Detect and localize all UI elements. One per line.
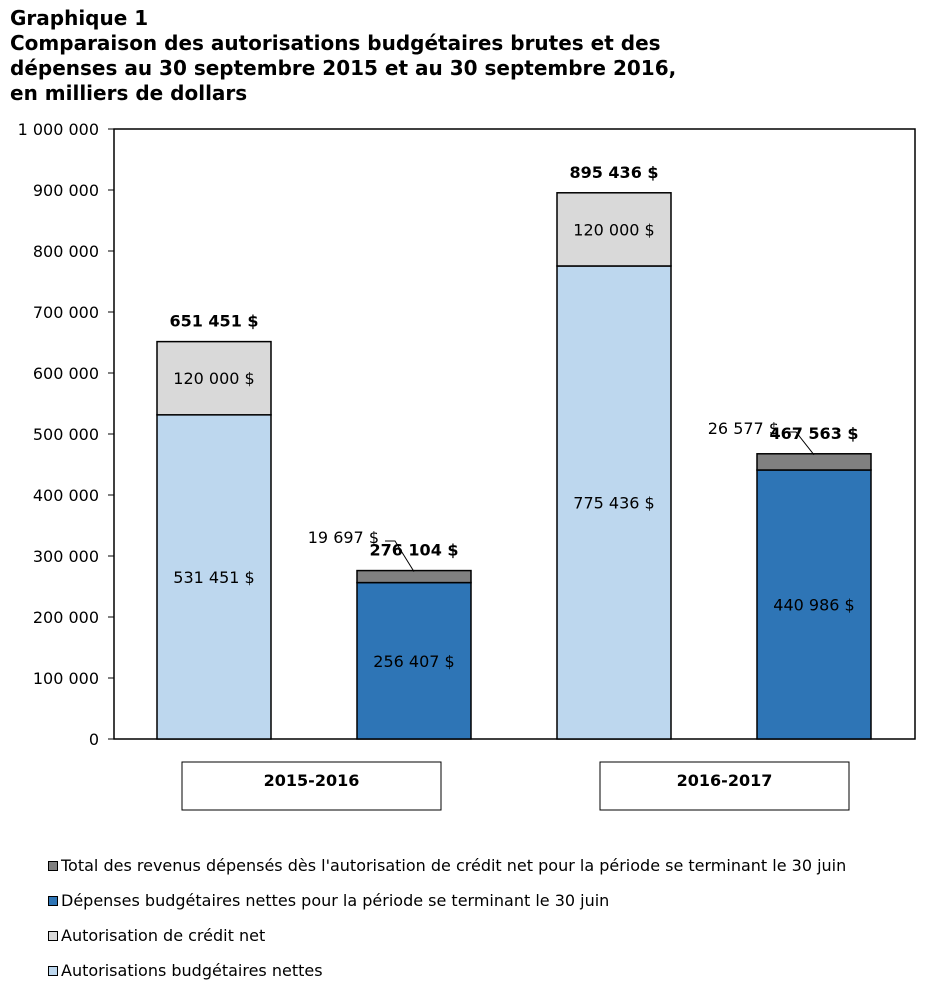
bar-total-label: 895 436 $ <box>569 163 658 182</box>
y-tick-label: 900 000 <box>33 181 99 200</box>
bar-segment <box>356 581 472 740</box>
bar-segment <box>756 453 872 471</box>
segment-value-label: 775 436 $ <box>573 493 654 512</box>
callout-leader-line <box>385 540 415 572</box>
callout-leader-line <box>785 431 815 456</box>
segment-value-label: 256 407 $ <box>373 652 454 671</box>
legend-item: Dépenses budgétaires nettes pour la péri… <box>48 883 846 918</box>
chart-title-line-2: Comparaison des autorisations budgétaire… <box>10 31 661 55</box>
legend-swatch <box>48 930 58 941</box>
bar-segment <box>356 569 472 584</box>
y-tick-label: 700 000 <box>33 303 99 322</box>
bar-segment <box>756 469 872 740</box>
group-label-box <box>599 761 850 811</box>
y-tick-label: 600 000 <box>33 364 99 383</box>
group-label: 2016-2017 <box>677 771 773 790</box>
y-tick-label: 400 000 <box>33 486 99 505</box>
legend-label: Dépenses budgétaires nettes pour la péri… <box>61 891 610 910</box>
legend-label: Total des revenus dépensés dès l'autoris… <box>61 856 847 875</box>
legend-item: Total des revenus dépensés dès l'autoris… <box>48 848 846 883</box>
segment-value-label: 19 697 $ <box>308 528 379 547</box>
legend-item: Autorisations budgétaires nettes <box>48 953 846 988</box>
segment-value-label: 26 577 $ <box>708 419 779 438</box>
group-label-box <box>181 761 442 811</box>
chart-title-line-3: dépenses au 30 septembre 2015 et au 30 s… <box>10 56 677 80</box>
segment-value-label: 120 000 $ <box>173 369 254 388</box>
chart-legend: Total des revenus dépensés dès l'autoris… <box>48 848 846 988</box>
stacked-bar-chart: 0 100 000 200 000 300 000 400 000 500 000 600 … <box>18 120 916 811</box>
bar-segment <box>556 192 672 267</box>
legend-swatch <box>48 965 58 976</box>
bar-total-label: 276 104 $ <box>369 541 458 560</box>
y-tick-label: 800 000 <box>33 242 99 261</box>
y-tick-label: 200 000 <box>33 608 99 627</box>
y-tick-label: 500 000 <box>33 425 99 444</box>
segment-value-label: 120 000 $ <box>573 220 654 239</box>
chart-title-line-4: en milliers de dollars <box>10 81 248 105</box>
group-label: 2015-2016 <box>264 771 360 790</box>
bar-total-label: 651 451 $ <box>169 312 258 331</box>
y-tick-label: 0 <box>89 730 99 749</box>
segment-value-label: 440 986 $ <box>773 595 854 614</box>
y-tick-label: 100 000 <box>33 669 99 688</box>
chart-title-line-1: Graphique 1 <box>10 6 149 30</box>
legend-label: Autorisation de crédit net <box>61 926 266 945</box>
legend-swatch <box>48 895 58 906</box>
y-tick-label: 300 000 <box>33 547 99 566</box>
chart-title: Graphique 1 Comparaison des autorisation… <box>10 6 676 106</box>
bar-segment <box>156 340 272 416</box>
legend-item: Autorisation de crédit net <box>48 918 846 953</box>
segment-value-label: 531 451 $ <box>173 568 254 587</box>
legend-swatch <box>48 860 58 871</box>
bar-segment <box>156 414 272 740</box>
y-tick-label: 1 000 000 <box>18 120 99 139</box>
bar-total-label: 467 563 $ <box>769 424 858 443</box>
legend-label: Autorisations budgétaires nettes <box>61 961 323 980</box>
bar-segment <box>556 265 672 740</box>
